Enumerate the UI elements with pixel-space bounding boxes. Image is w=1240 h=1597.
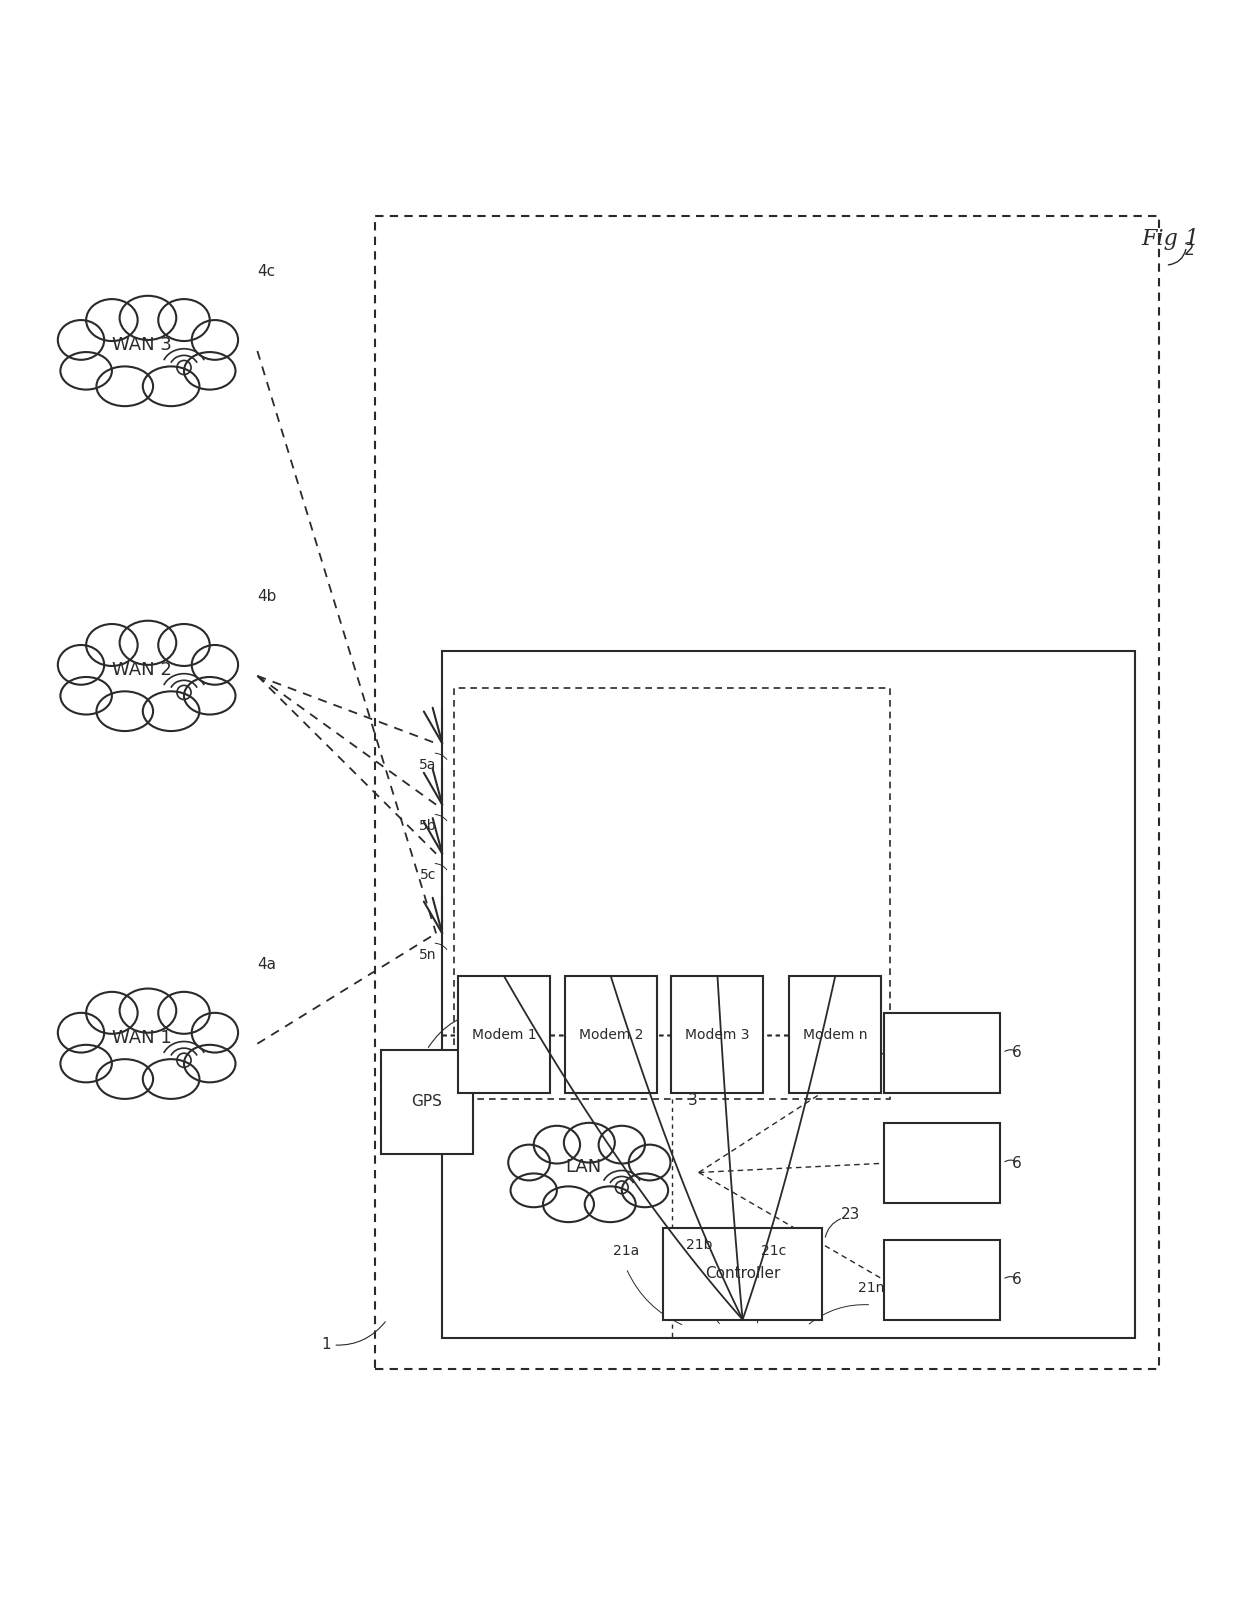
Ellipse shape — [511, 1174, 557, 1207]
Ellipse shape — [533, 1126, 580, 1164]
Text: 2: 2 — [1184, 241, 1194, 259]
Ellipse shape — [97, 692, 153, 731]
Text: 4a: 4a — [258, 957, 277, 973]
Ellipse shape — [97, 1059, 153, 1099]
Ellipse shape — [159, 992, 210, 1033]
Ellipse shape — [119, 989, 176, 1033]
Text: 21c: 21c — [760, 1244, 786, 1258]
Ellipse shape — [599, 1126, 645, 1164]
Ellipse shape — [159, 624, 210, 666]
Text: Modem 1: Modem 1 — [472, 1027, 537, 1041]
Ellipse shape — [61, 677, 112, 714]
Bar — [884, 1239, 1001, 1319]
Ellipse shape — [119, 295, 176, 340]
Ellipse shape — [58, 645, 104, 685]
Bar — [455, 688, 890, 1099]
Ellipse shape — [58, 319, 104, 359]
Text: 21b: 21b — [687, 1238, 713, 1252]
Text: 5b: 5b — [418, 819, 436, 834]
Text: Modem n: Modem n — [804, 1027, 868, 1041]
Ellipse shape — [564, 1123, 615, 1163]
Ellipse shape — [192, 645, 238, 685]
Ellipse shape — [97, 366, 153, 406]
Text: WAN 3: WAN 3 — [112, 337, 171, 355]
Text: 21n: 21n — [858, 1281, 884, 1295]
Text: 5c: 5c — [419, 869, 436, 883]
Text: 23: 23 — [841, 1206, 861, 1222]
Ellipse shape — [143, 692, 200, 731]
Ellipse shape — [119, 621, 176, 664]
Text: 5n: 5n — [419, 949, 436, 961]
Text: Fig 1: Fig 1 — [1141, 228, 1199, 251]
Ellipse shape — [184, 351, 236, 390]
Text: 4c: 4c — [258, 264, 275, 279]
Text: GPS: GPS — [412, 1094, 443, 1110]
Text: 7: 7 — [428, 1005, 503, 1048]
Bar — [458, 976, 551, 1092]
Ellipse shape — [86, 992, 138, 1033]
Text: 5a: 5a — [419, 759, 436, 771]
Bar — [672, 976, 764, 1092]
Ellipse shape — [192, 319, 238, 359]
Bar — [381, 1049, 472, 1155]
Bar — [443, 652, 1135, 1338]
Text: Modem 2: Modem 2 — [579, 1027, 644, 1041]
Ellipse shape — [143, 1059, 200, 1099]
Text: Modem 3: Modem 3 — [686, 1027, 750, 1041]
Bar — [884, 1123, 1001, 1203]
Text: 3: 3 — [688, 1092, 698, 1108]
Ellipse shape — [629, 1145, 671, 1180]
Text: 1: 1 — [321, 1322, 386, 1351]
Ellipse shape — [184, 1044, 236, 1083]
Text: LAN: LAN — [565, 1158, 601, 1177]
Ellipse shape — [61, 1044, 112, 1083]
Ellipse shape — [192, 1012, 238, 1052]
Bar — [789, 976, 882, 1092]
Ellipse shape — [58, 1012, 104, 1052]
Text: 4b: 4b — [258, 589, 277, 604]
Text: 6: 6 — [1012, 1273, 1022, 1287]
Text: 21a: 21a — [613, 1244, 640, 1258]
Ellipse shape — [543, 1187, 594, 1222]
Text: WAN 1: WAN 1 — [112, 1028, 171, 1048]
Ellipse shape — [86, 299, 138, 342]
Ellipse shape — [184, 677, 236, 714]
Text: 6: 6 — [1012, 1156, 1022, 1171]
Ellipse shape — [508, 1145, 551, 1180]
Bar — [374, 216, 1159, 1369]
Text: WAN 2: WAN 2 — [112, 661, 171, 679]
Bar — [884, 1012, 1001, 1092]
Text: Controller: Controller — [704, 1266, 780, 1281]
Text: 6: 6 — [1012, 1046, 1022, 1060]
Bar — [565, 976, 657, 1092]
Ellipse shape — [585, 1187, 636, 1222]
Ellipse shape — [86, 624, 138, 666]
Ellipse shape — [159, 299, 210, 342]
Ellipse shape — [621, 1174, 668, 1207]
Bar — [663, 1228, 822, 1319]
Ellipse shape — [61, 351, 112, 390]
Ellipse shape — [143, 366, 200, 406]
